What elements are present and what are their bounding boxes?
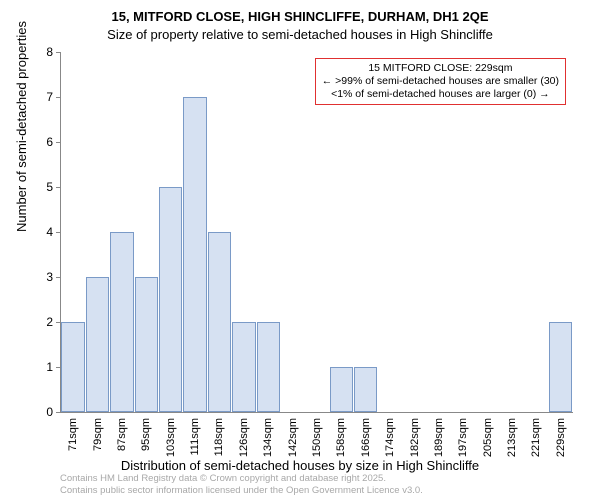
bar bbox=[110, 232, 133, 412]
xtick-label: 142sqm bbox=[287, 418, 299, 457]
chart-container: 15, MITFORD CLOSE, HIGH SHINCLIFFE, DURH… bbox=[0, 0, 600, 500]
xtick-label: 205sqm bbox=[482, 418, 494, 457]
bar bbox=[257, 322, 280, 412]
footer-line-2: Contains public sector information licen… bbox=[60, 485, 423, 497]
ytick-label: 8 bbox=[46, 45, 53, 59]
ytick-label: 4 bbox=[46, 225, 53, 239]
y-axis-label: Number of semi-detached properties bbox=[14, 21, 29, 232]
ytick-label: 6 bbox=[46, 135, 53, 149]
bar bbox=[208, 232, 231, 412]
xtick-label: 71sqm bbox=[67, 418, 79, 451]
xtick-label: 103sqm bbox=[165, 418, 177, 457]
footer-line-1: Contains HM Land Registry data © Crown c… bbox=[60, 473, 423, 485]
ytick-label: 7 bbox=[46, 90, 53, 104]
annotation-line-2: ← >99% of semi-detached houses are small… bbox=[322, 75, 559, 88]
ytick-mark bbox=[56, 367, 61, 368]
ytick-mark bbox=[56, 277, 61, 278]
xtick-label: 118sqm bbox=[213, 418, 225, 456]
bar bbox=[354, 367, 377, 412]
ytick-mark bbox=[56, 412, 61, 413]
xtick-label: 189sqm bbox=[433, 418, 445, 457]
chart-title: 15, MITFORD CLOSE, HIGH SHINCLIFFE, DURH… bbox=[0, 0, 600, 26]
ytick-mark bbox=[56, 97, 61, 98]
bar bbox=[61, 322, 84, 412]
footer-attribution: Contains HM Land Registry data © Crown c… bbox=[60, 473, 423, 497]
chart-subtitle: Size of property relative to semi-detach… bbox=[0, 26, 600, 44]
bar bbox=[232, 322, 255, 412]
plot-area: 01234567871sqm79sqm87sqm95sqm103sqm111sq… bbox=[60, 52, 573, 413]
xtick-label: 213sqm bbox=[506, 418, 518, 457]
xtick-label: 221sqm bbox=[530, 418, 542, 457]
xtick-label: 79sqm bbox=[92, 418, 104, 451]
ytick-label: 2 bbox=[46, 315, 53, 329]
ytick-label: 3 bbox=[46, 270, 53, 284]
ytick-mark bbox=[56, 322, 61, 323]
annotation-line-3: <1% of semi-detached houses are larger (… bbox=[322, 88, 559, 101]
ytick-mark bbox=[56, 187, 61, 188]
bar bbox=[183, 97, 206, 412]
xtick-label: 95sqm bbox=[140, 418, 152, 451]
xtick-label: 174sqm bbox=[384, 418, 396, 457]
xtick-label: 166sqm bbox=[360, 418, 372, 457]
ytick-label: 5 bbox=[46, 180, 53, 194]
bar bbox=[135, 277, 158, 412]
xtick-label: 182sqm bbox=[409, 418, 421, 457]
xtick-label: 111sqm bbox=[189, 418, 201, 456]
bar bbox=[159, 187, 182, 412]
bar bbox=[330, 367, 353, 412]
annotation-box: 15 MITFORD CLOSE: 229sqm ← >99% of semi-… bbox=[315, 58, 566, 105]
annotation-line-1: 15 MITFORD CLOSE: 229sqm bbox=[322, 62, 559, 75]
xtick-label: 87sqm bbox=[116, 418, 128, 451]
ytick-mark bbox=[56, 52, 61, 53]
ytick-mark bbox=[56, 232, 61, 233]
ytick-label: 1 bbox=[46, 360, 53, 374]
xtick-label: 229sqm bbox=[555, 418, 567, 457]
bar bbox=[549, 322, 572, 412]
bar bbox=[86, 277, 109, 412]
xtick-label: 158sqm bbox=[335, 418, 347, 457]
xtick-label: 134sqm bbox=[262, 418, 274, 457]
xtick-label: 197sqm bbox=[457, 418, 469, 457]
xtick-label: 126sqm bbox=[238, 418, 250, 457]
x-axis-label: Distribution of semi-detached houses by … bbox=[0, 458, 600, 473]
ytick-label: 0 bbox=[46, 405, 53, 419]
xtick-label: 150sqm bbox=[311, 418, 323, 457]
ytick-mark bbox=[56, 142, 61, 143]
